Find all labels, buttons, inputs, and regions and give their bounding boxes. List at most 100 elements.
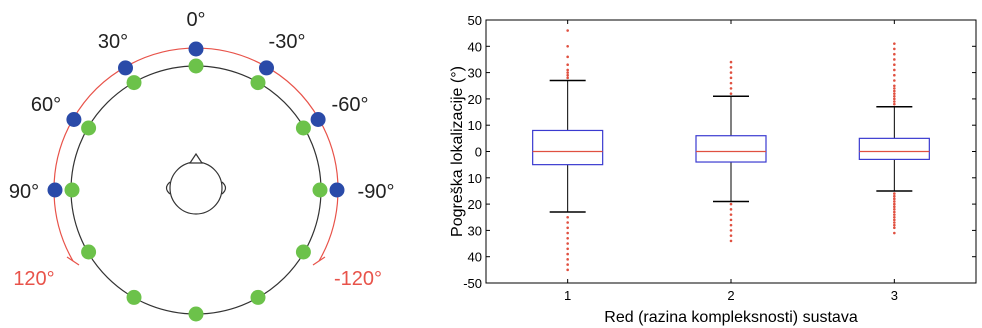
outlier-point	[893, 194, 896, 198]
inner-speaker-dot	[250, 289, 266, 305]
outlier-point	[566, 221, 569, 224]
y-tick-label: 10	[468, 118, 482, 133]
outer-speaker-dot	[259, 60, 274, 76]
y-tick-label: 40	[468, 39, 482, 54]
outer-speaker-dot	[329, 182, 345, 198]
outlier-point	[893, 68, 896, 72]
y-tick-label: -50	[463, 276, 482, 291]
outlier-point	[566, 71, 569, 74]
y-tick-label: 0	[475, 145, 482, 160]
outlier-point	[893, 84, 896, 88]
outlier-point	[893, 79, 896, 82]
inner-speaker-dot	[188, 58, 204, 74]
arc-end-tick-right	[312, 256, 326, 266]
outlier-point	[893, 218, 896, 222]
label-minus-30-deg: -30°	[269, 31, 306, 53]
outlier-point	[566, 247, 569, 251]
inner-speaker-dot	[64, 182, 80, 198]
outlier-point	[566, 29, 569, 32]
outlier-point	[893, 202, 896, 206]
outlier-point	[893, 213, 896, 216]
outlier-point	[566, 263, 569, 266]
label-0-deg: 0°	[186, 9, 205, 31]
outlier-point	[893, 92, 896, 95]
outer-speaker-dots	[47, 41, 345, 198]
outlier-point	[893, 197, 896, 201]
inner-speaker-dot	[126, 75, 142, 91]
y-axis-label: Pogreška lokalizacije (°)	[449, 66, 466, 237]
box-series	[532, 29, 930, 272]
outlier-point	[566, 73, 569, 77]
outlier-point	[566, 226, 569, 230]
inner-speaker-dot	[250, 75, 266, 91]
x-tick-label: 3	[891, 288, 898, 303]
inner-speaker-dot	[81, 120, 97, 136]
label-120-deg: 120°	[13, 268, 54, 290]
x-axis-label: Red (razina kompleksnosti) sustava	[604, 309, 858, 326]
label-90-deg: 90°	[9, 181, 39, 203]
outlier-point	[566, 268, 569, 272]
label-minus-120-deg: -120°	[334, 268, 382, 290]
outlier-point	[893, 205, 896, 209]
outlier-point	[893, 192, 896, 195]
outer-speaker-dot	[310, 112, 326, 127]
box-iqr	[532, 129, 604, 166]
inner-speaker-dot	[126, 289, 142, 305]
label-minus-60-deg: -60°	[332, 94, 369, 116]
y-tick-label: 30	[468, 223, 482, 238]
box-3	[858, 42, 930, 235]
x-axis-ticks: 1 2 3	[564, 20, 898, 303]
outlier-point	[729, 76, 733, 80]
outlier-point	[566, 55, 569, 59]
listener-head-icon	[165, 152, 227, 215]
outlier-point	[893, 226, 896, 230]
y-tick-label: 40	[468, 250, 482, 265]
boxplot-chart: -50 40 30 20 10 0 10 20 30 40 50 1 2 3 Red (razina k…	[449, 13, 977, 326]
outlier-point	[893, 58, 896, 61]
x-tick-label: 2	[727, 288, 734, 303]
outlier-point	[893, 231, 896, 235]
outlier-point	[893, 94, 896, 98]
outlier-point	[566, 68, 569, 72]
outlier-point	[729, 229, 733, 232]
y-tick-label: 20	[468, 92, 482, 107]
outer-speaker-dot	[188, 41, 204, 57]
speaker-layout-diagram: 0° 30° -30° 60° -60° 90° -90° 120° -120°	[9, 9, 394, 322]
outlier-point	[729, 60, 733, 64]
x-tick-label: 1	[564, 288, 571, 303]
y-tick-label: 10	[468, 171, 482, 186]
outlier-point	[893, 200, 896, 203]
outlier-point	[893, 215, 896, 219]
box-2	[695, 60, 767, 243]
outlier-point	[893, 73, 896, 77]
outlier-point	[893, 89, 896, 93]
outlier-point	[893, 63, 896, 67]
inner-speaker-dot	[312, 182, 328, 198]
outlier-point	[729, 223, 733, 227]
box-iqr	[695, 135, 767, 163]
y-tick-label: 30	[468, 66, 482, 81]
outlier-point	[893, 42, 896, 45]
outlier-point	[893, 100, 896, 103]
outlier-point	[893, 87, 896, 90]
outlier-point	[566, 63, 569, 67]
outlier-point	[893, 97, 896, 101]
outlier-point	[729, 218, 733, 222]
outlier-point	[729, 71, 733, 74]
y-tick-label: 50	[468, 13, 482, 28]
arc-end-tick-left	[66, 256, 80, 266]
outlier-point	[729, 234, 733, 237]
y-tick-label: 20	[468, 197, 482, 212]
outlier-point	[729, 239, 733, 243]
outlier-point	[729, 213, 733, 216]
outlier-point	[893, 102, 896, 106]
outlier-point	[729, 66, 733, 69]
outer-speaker-dot	[66, 112, 82, 127]
outlier-point	[893, 221, 896, 224]
outlier-point	[566, 45, 569, 48]
outlier-point	[566, 231, 569, 235]
outlier-point	[893, 208, 896, 211]
outlier-point	[566, 236, 569, 240]
outlier-point	[893, 52, 896, 56]
inner-speaker-dot	[188, 306, 204, 322]
